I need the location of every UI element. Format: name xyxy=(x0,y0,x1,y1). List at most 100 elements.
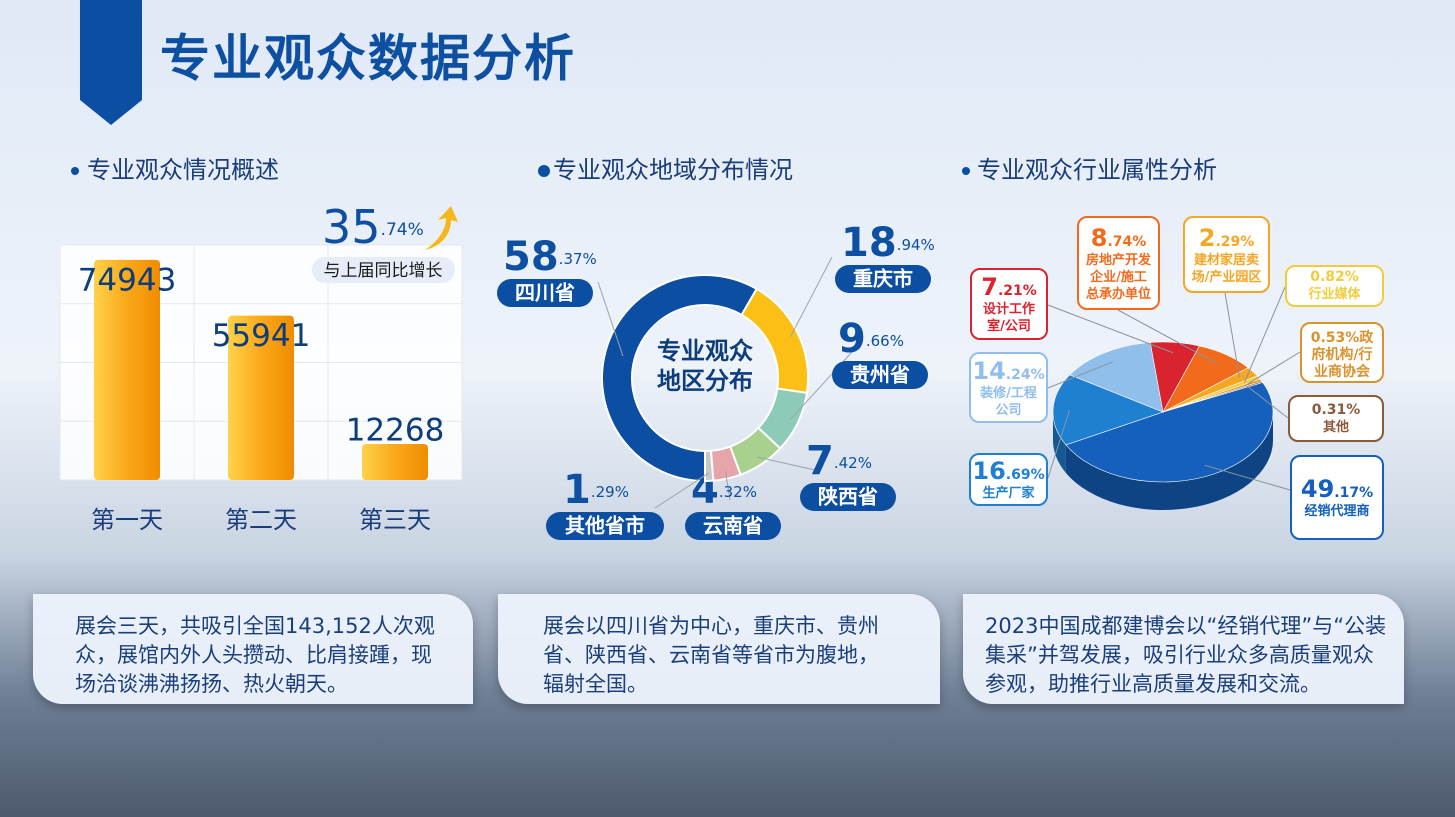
legend-box: 0.82% 行业媒体 xyxy=(1285,265,1384,307)
value-frac: .66% xyxy=(866,332,904,350)
value-label: 16.69% xyxy=(972,457,1044,485)
bullet xyxy=(538,165,550,177)
value-int: 2 xyxy=(1198,223,1216,252)
leader-line xyxy=(1247,385,1289,419)
value-label: 2.29% xyxy=(1199,224,1255,252)
category-label: 其他 xyxy=(1322,419,1349,435)
category-label: 行业媒体 xyxy=(1308,287,1361,302)
value-label: 7.21% xyxy=(981,273,1037,301)
value-label: 14.24% xyxy=(972,357,1044,385)
value-label: 49.17% xyxy=(1301,475,1373,503)
legend-box: 0.31% 其他 xyxy=(1288,395,1384,442)
value-frac: .24% xyxy=(1005,366,1045,383)
value-frac: .32% xyxy=(719,483,757,501)
bar xyxy=(228,315,294,480)
leader-line xyxy=(1245,351,1301,386)
donut-slice xyxy=(704,449,715,483)
leader-line xyxy=(1204,464,1291,491)
x-tick-label: 第三天 xyxy=(359,506,431,534)
x-tick-label: 第一天 xyxy=(91,506,163,534)
value-int: 14 xyxy=(972,356,1006,385)
category-label: 生产厂家 xyxy=(982,486,1035,501)
bar xyxy=(94,259,160,480)
summary-box: 展会三天，共吸引全国143,152人次观众，展馆内外人头攒动、比肩接踵，现场洽谈… xyxy=(33,594,473,704)
summary-box: 2023中国成都建博会以“经销代理”与“公装集采”并驾发展，吸引行业众多高质量观… xyxy=(963,594,1404,704)
category-label: 经销代理商 xyxy=(1304,504,1370,519)
value-int: 16 xyxy=(972,457,1006,485)
value-frac: .74% xyxy=(1107,233,1147,250)
leader-line xyxy=(790,256,833,337)
category-pill xyxy=(835,265,931,293)
value-int: 58 xyxy=(503,234,559,280)
bullet xyxy=(962,167,970,175)
value-label: 9.66% xyxy=(838,316,904,362)
value-label: 58.37% xyxy=(503,234,597,280)
legend-box: 49.17% 经销代理商 xyxy=(1290,455,1384,540)
legend-box: 2.29% 建材家居卖场/产业园区 xyxy=(1183,216,1270,293)
value-frac: .21% xyxy=(997,283,1037,299)
leader-line xyxy=(724,470,731,501)
value-label: 0.31% xyxy=(1312,402,1361,419)
category-label: 其他省市 xyxy=(565,514,645,538)
value-label: 1.29% xyxy=(563,467,629,513)
pie-side-shade xyxy=(1065,412,1273,511)
annotation-value: 35.74% xyxy=(322,200,424,254)
annotation-frac: .74% xyxy=(381,220,424,240)
category-label: 建材家居卖场/产业园区 xyxy=(1191,252,1262,285)
category-label: 设计工作室/公司 xyxy=(982,302,1035,334)
pie-slice xyxy=(1052,374,1164,446)
value-frac: .17% xyxy=(1334,485,1374,501)
pie-slice xyxy=(1065,382,1274,483)
leader-line xyxy=(654,472,710,509)
category-pill xyxy=(497,279,593,307)
value-label: 8.74% xyxy=(1091,224,1147,252)
category-label: 四川省 xyxy=(515,281,575,305)
category-label: 房地产开发企业/施工总承办单位 xyxy=(1085,252,1151,302)
category-pill xyxy=(546,512,664,540)
annotation-text: 与上届同比增长 xyxy=(324,261,443,281)
value-frac: .29% xyxy=(591,483,629,501)
category-label: 装修/工程公司 xyxy=(980,385,1037,418)
category-label: 云南省 xyxy=(703,514,763,538)
leader-line xyxy=(597,281,624,357)
category-label: 政府机构/行业商协会 xyxy=(1311,330,1374,380)
value-int: 7 xyxy=(806,438,834,484)
value-int: 1 xyxy=(563,467,591,513)
value-label: 74943 xyxy=(78,262,177,298)
category-pill xyxy=(800,483,896,511)
legend-box: 14.24% 装修/工程公司 xyxy=(969,352,1048,423)
value-text: 0.53% xyxy=(1310,330,1360,346)
legend-box: 16.69% 生产厂家 xyxy=(969,453,1048,506)
legend-box: 8.74% 房地产开发企业/施工总承办单位 xyxy=(1077,216,1160,310)
value-label: 0.53%政府机构/行业商协会 xyxy=(1310,330,1374,380)
growth-arrow xyxy=(425,206,458,250)
value-frac: .37% xyxy=(559,250,597,268)
pie-slice-side xyxy=(1065,412,1273,511)
value-label: 7.42% xyxy=(806,438,872,484)
legend-box: 0.53%政府机构/行业商协会 xyxy=(1300,322,1384,383)
value-text: 0.82% xyxy=(1310,269,1359,285)
annotation-int: 35 xyxy=(322,200,381,254)
category-label: 陕西省 xyxy=(818,485,878,509)
bar xyxy=(362,443,428,480)
value-label: 18.94% xyxy=(841,220,935,266)
title-banner xyxy=(80,0,142,125)
leader-line xyxy=(1117,309,1217,364)
section-title: 专业观众地域分布情况 xyxy=(553,156,793,184)
pie-slice xyxy=(1069,342,1164,413)
value-int: 18 xyxy=(841,220,897,266)
value-frac: .69% xyxy=(1005,467,1045,483)
pie-slice xyxy=(1162,380,1264,413)
value-int: 9 xyxy=(838,316,866,362)
value-frac: .94% xyxy=(897,236,935,254)
value-label: 0.82% xyxy=(1310,269,1359,286)
summary-box: 展会以四川省为中心，重庆市、贵州省、陕西省、云南省等省市为腹地，辐射全国。 xyxy=(498,594,940,704)
center-label: 地区分布 xyxy=(657,367,753,395)
donut-slice xyxy=(601,274,759,483)
page-title: 专业观众数据分析 xyxy=(160,30,576,88)
value-int: 8 xyxy=(1090,223,1108,252)
leader-line xyxy=(1047,361,1114,389)
leader-line xyxy=(757,456,816,471)
annotation-pill xyxy=(312,257,455,283)
